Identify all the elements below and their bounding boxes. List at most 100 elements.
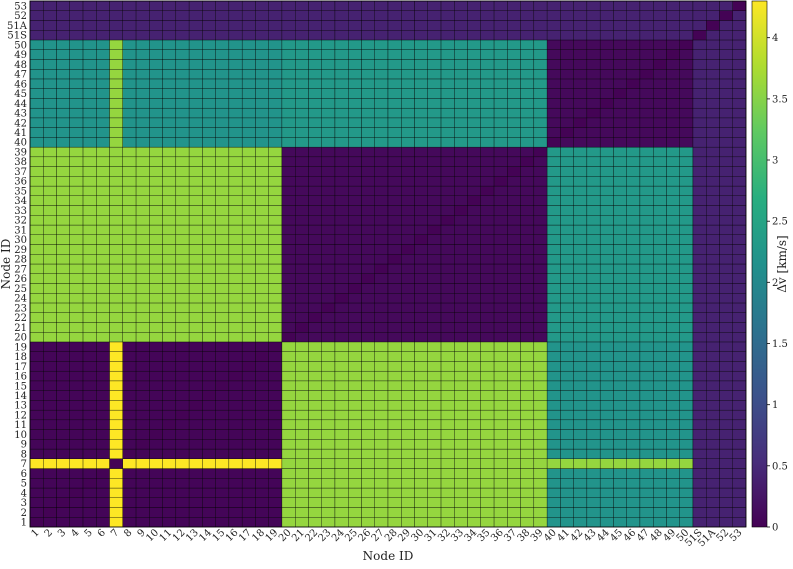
heatmap-cell (348, 195, 362, 206)
heatmap-cell (43, 127, 57, 138)
y-tick-label: 26 (14, 274, 27, 285)
heatmap-cell (215, 370, 230, 382)
heatmap-cell (692, 497, 707, 508)
heatmap-cell (493, 390, 508, 401)
heatmap-cell (69, 10, 84, 21)
heatmap-cell (281, 507, 296, 518)
heatmap-cell (162, 107, 177, 119)
heatmap-cell (321, 30, 336, 41)
heatmap-cell (228, 458, 243, 469)
heatmap-cell (82, 283, 97, 294)
heatmap-cell (361, 273, 375, 284)
heatmap-cell (719, 176, 733, 187)
heatmap-cell (427, 458, 442, 469)
heatmap-cell (493, 487, 508, 498)
heatmap-cell (321, 59, 336, 70)
heatmap-cell (666, 293, 680, 304)
heatmap-cell (29, 351, 44, 362)
heatmap-cell (82, 78, 97, 89)
heatmap-cell (546, 166, 561, 177)
heatmap-cell (202, 166, 216, 177)
heatmap-cell (228, 185, 243, 196)
heatmap-cell (533, 30, 548, 41)
heatmap-cell (493, 20, 508, 31)
heatmap-cell (546, 273, 561, 284)
heatmap-cell (679, 283, 694, 294)
heatmap-cell (56, 439, 70, 450)
heatmap-cell (639, 10, 654, 21)
heatmap-cell (666, 20, 680, 31)
heatmap-cell (361, 30, 375, 41)
heatmap-cell (122, 176, 137, 187)
heatmap-cell (414, 507, 428, 518)
heatmap-cell (507, 283, 521, 294)
heatmap-cell (361, 107, 375, 119)
heatmap-cell (546, 390, 561, 401)
heatmap-cell (135, 468, 150, 479)
heatmap-cell (613, 361, 627, 372)
heatmap-cell (679, 69, 694, 80)
heatmap-cell (533, 361, 548, 372)
heatmap-cell (348, 78, 362, 89)
heatmap-cell (454, 88, 468, 99)
heatmap-cell (135, 215, 150, 226)
heatmap-cell (732, 88, 747, 99)
heatmap-cell (626, 361, 641, 372)
heatmap-cell (281, 341, 296, 352)
heatmap-cell (560, 254, 574, 265)
heatmap-cell (361, 69, 375, 80)
heatmap-cell (56, 117, 70, 128)
heatmap-cell (599, 88, 614, 99)
heatmap-cell (653, 312, 667, 323)
heatmap-cell (573, 254, 588, 265)
heatmap-cell (613, 302, 627, 313)
heatmap-cell (573, 322, 588, 333)
heatmap-cell (533, 107, 548, 119)
heatmap-cell (295, 263, 309, 274)
heatmap-cell (626, 254, 641, 265)
heatmap-cell (414, 205, 428, 216)
heatmap-cell (215, 409, 230, 421)
heatmap-cell (679, 419, 694, 430)
heatmap-cell (653, 215, 667, 226)
heatmap-cell (454, 487, 468, 498)
heatmap-cell (162, 332, 177, 343)
heatmap-cell (374, 224, 389, 235)
heatmap-cell (467, 39, 481, 50)
heatmap-cell (480, 59, 495, 70)
heatmap-cell (308, 468, 322, 479)
heatmap-cell (69, 176, 84, 187)
heatmap-cell (586, 98, 601, 109)
y-tick-label: 32 (14, 216, 27, 227)
heatmap-cell (43, 176, 57, 187)
heatmap-cell (467, 176, 481, 187)
heatmap-cell (175, 332, 190, 343)
heatmap-cell (135, 30, 150, 41)
heatmap-cell (533, 59, 548, 70)
heatmap-cell (719, 107, 733, 119)
heatmap-cell (268, 448, 283, 459)
heatmap-cell (520, 20, 535, 31)
heatmap-cell (414, 185, 428, 196)
heatmap-cell (719, 137, 733, 148)
heatmap-cell (573, 517, 588, 528)
heatmap-cell (43, 224, 57, 235)
heatmap-cell (480, 507, 495, 518)
heatmap-cell (613, 156, 627, 167)
heatmap-cell (666, 487, 680, 498)
heatmap-cell (533, 166, 548, 177)
heatmap-cell (692, 293, 707, 304)
heatmap-cell (507, 370, 521, 382)
heatmap-cell (401, 341, 415, 352)
heatmap-cell (493, 59, 508, 70)
heatmap-cell (653, 429, 667, 440)
heatmap-cell (414, 322, 428, 333)
heatmap-cell (732, 293, 747, 304)
heatmap-cell (533, 117, 548, 128)
heatmap-cell (639, 448, 654, 459)
heatmap-cell (188, 390, 203, 401)
heatmap-cell (546, 419, 561, 430)
heatmap-cell (613, 195, 627, 206)
heatmap-cell (454, 137, 468, 148)
heatmap-cell (241, 273, 256, 284)
